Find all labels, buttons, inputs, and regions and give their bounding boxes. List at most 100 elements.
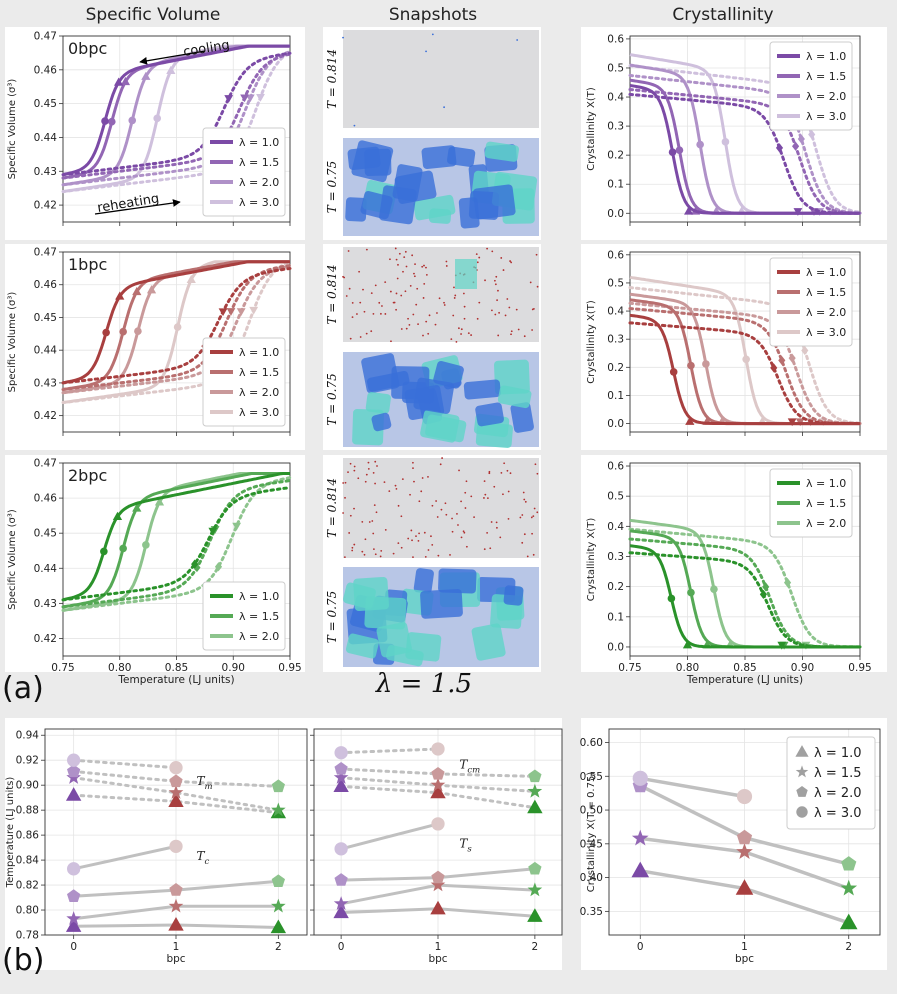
bead-particle	[374, 482, 376, 485]
bead-particle	[440, 508, 443, 511]
Tcm-marker	[333, 778, 349, 793]
crystal-lamella	[376, 622, 412, 658]
sv-tcm-marker	[245, 94, 255, 103]
legend-entry: λ = 1.0	[239, 346, 279, 359]
y-tick-label: 0.45	[34, 528, 57, 540]
Tm-marker	[65, 787, 82, 801]
ts-label: T	[459, 837, 468, 851]
bead-particle	[405, 327, 408, 330]
bead-particle	[491, 309, 493, 312]
Tc-marker	[169, 883, 183, 896]
bead-particle	[427, 332, 430, 335]
bead-particle	[390, 340, 392, 343]
bead-particle	[462, 530, 465, 533]
bead-particle	[497, 289, 499, 292]
y-tick-label: 0.44	[34, 345, 58, 357]
Ts-marker	[430, 900, 446, 915]
bead-particle	[349, 462, 352, 465]
Tcm-marker	[334, 761, 348, 775]
sv-tc-marker	[100, 547, 108, 556]
bead-particle	[507, 490, 510, 493]
axes-frame	[313, 728, 563, 936]
bead-particle	[363, 310, 366, 313]
bead-particle	[370, 292, 373, 294]
legend-entry: λ = 1.0	[814, 746, 862, 761]
bead-particle	[416, 287, 419, 290]
sv-legend	[202, 127, 286, 217]
bead-particle	[344, 496, 346, 499]
cr-tc-marker	[696, 140, 704, 149]
Ts-marker	[334, 842, 348, 856]
bead-particle	[404, 250, 407, 253]
y-tick-label: 0.3	[607, 551, 624, 563]
bead-particle	[408, 323, 411, 326]
bead-particle	[407, 317, 409, 320]
bead-particle	[484, 493, 487, 496]
Tcm-marker	[431, 766, 445, 780]
cr-tc-marker	[710, 585, 718, 593]
x-tick-label: 0.85	[733, 662, 756, 674]
bead-particle	[395, 292, 398, 295]
bead-particle	[431, 543, 434, 546]
bead-particle	[464, 491, 467, 494]
y-tick-label: 0.2	[607, 581, 624, 593]
legend-entry: λ = 1.5	[806, 497, 846, 510]
bead-particle	[343, 556, 346, 559]
crystal-lamella	[510, 402, 534, 433]
x075-marker	[736, 788, 753, 805]
y-tick-label: 0.35	[580, 906, 603, 918]
bead-particle	[460, 328, 463, 331]
sv-ts-marker	[115, 291, 125, 300]
bead-particle	[417, 323, 419, 326]
x-tick-label: 0.95	[848, 662, 871, 674]
bead-particle	[450, 338, 453, 341]
crystal-lamella	[472, 184, 516, 220]
bead-particle	[397, 504, 400, 507]
y-tick-label: 0.84	[16, 855, 40, 867]
amorphous-melt	[343, 458, 539, 558]
sv-tcm-marker	[226, 308, 236, 316]
bead-particle	[347, 471, 349, 474]
bead-particle	[523, 335, 526, 338]
Tcm-marker	[527, 783, 543, 798]
y-tick-label: 0.1	[607, 611, 624, 623]
crystal-lamella	[420, 589, 463, 619]
bead-particle	[495, 521, 498, 524]
legend-entry: λ = 1.5	[806, 286, 846, 299]
Tm-marker	[271, 779, 286, 793]
bead-particle	[381, 305, 383, 307]
bead-particle	[449, 554, 451, 556]
snapshot-2-1: T = 0.75	[325, 567, 539, 667]
cr-tm-marker	[775, 143, 784, 153]
y-tick-label: 0.43	[34, 166, 57, 178]
crystal-lamella	[351, 140, 394, 183]
snapshot-temperature-label: T = 0.75	[325, 161, 339, 213]
crystal-lamella	[345, 633, 379, 659]
Ts-marker	[333, 904, 349, 919]
bead-particle	[367, 461, 370, 464]
bead-particle	[351, 301, 354, 304]
cr-legend	[769, 41, 853, 131]
x075-axes: 0 1 2 0.35 0.40 0.45 0.50 0.55 0.60 Crystallinity…	[580, 728, 881, 965]
bead-particle	[500, 471, 503, 474]
crystal-lamella	[345, 197, 367, 222]
tm-label: T	[196, 774, 205, 788]
cr-heating-curve	[628, 88, 862, 215]
cr-tm-marker	[801, 345, 809, 356]
cr-tc-marker	[667, 594, 676, 603]
crystal-lamella	[438, 568, 477, 594]
legend-entry: λ = 2.0	[814, 786, 862, 801]
bead-particle	[441, 457, 444, 459]
Ts-marker	[527, 908, 543, 922]
y-tick-label: 0.6	[607, 461, 624, 473]
crystal-nucleus	[455, 259, 477, 289]
tcm-label-sub: cm	[467, 765, 480, 775]
Ts-marker	[430, 877, 446, 892]
bead-particle	[376, 465, 378, 467]
bead-particle	[348, 287, 351, 290]
legend-marker	[795, 765, 809, 778]
bead-particle	[502, 493, 504, 496]
sv-cooling-curve	[62, 260, 290, 385]
y-tick-label: 0.60	[580, 737, 603, 749]
cr-axes-1: 0.0 0.1 0.2 0.3 0.4 0.5 0.6 Crystallinity X(T) λ…	[586, 249, 862, 436]
